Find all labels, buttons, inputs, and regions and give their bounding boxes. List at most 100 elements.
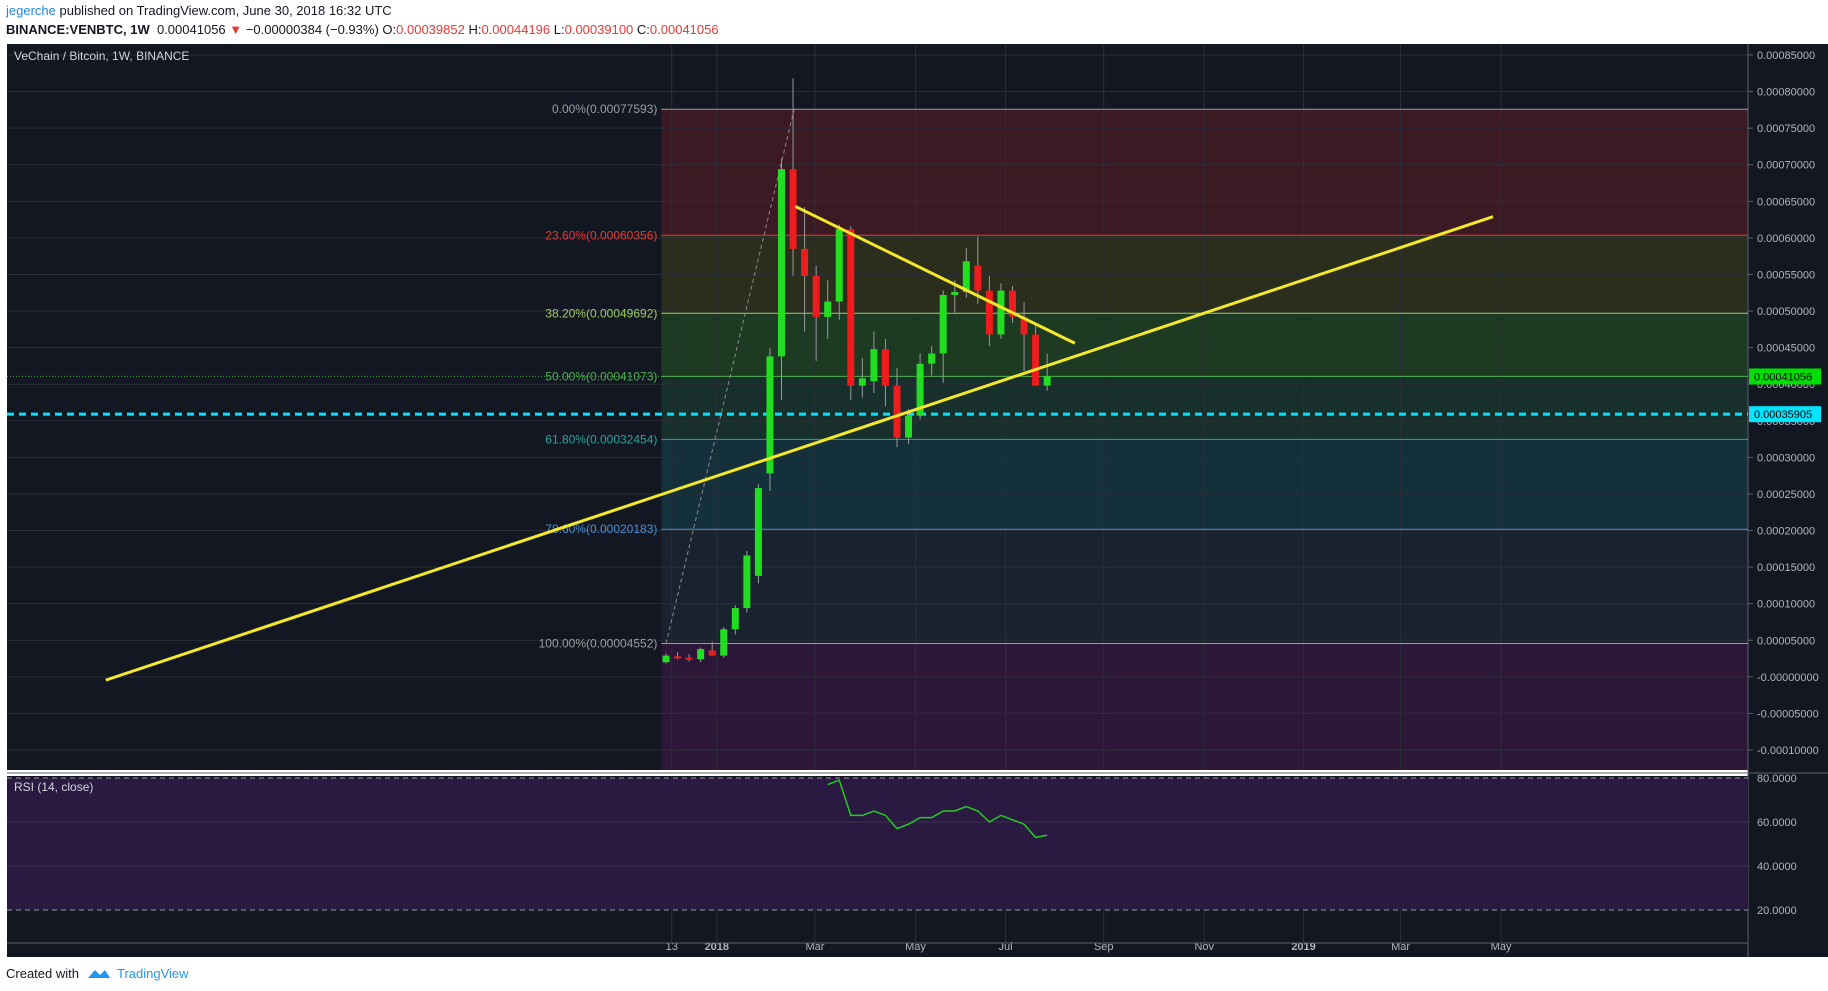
publication-header: jegerche published on TradingView.com, J… [0, 0, 1828, 44]
time-axis-area [7, 943, 1748, 957]
price-tick-label: -0.00000000 [1757, 672, 1819, 684]
close-value: 0.00041056 [649, 22, 719, 37]
candle-bull [743, 555, 751, 609]
created-with-text: Created with [6, 966, 79, 981]
down-arrow-icon: ▼ [229, 22, 243, 37]
candle-bull [824, 301, 832, 317]
low-value: 0.00039100 [564, 22, 634, 37]
price-tick-label: 0.00010000 [1757, 599, 1815, 611]
candle-bull [939, 294, 947, 354]
rsi-band [7, 778, 1748, 910]
price-tick-label: 0.00030000 [1757, 452, 1815, 464]
price-tick-label: 0.00020000 [1757, 526, 1815, 538]
candle-bull [928, 353, 936, 364]
candle-bear [674, 656, 682, 659]
change-text: −0.00000384 (−0.93%) [245, 22, 379, 37]
candle-bear [812, 275, 820, 317]
symbol-label: BINANCE:VENBTC, 1W [6, 22, 150, 37]
price-tick-label: -0.00010000 [1757, 745, 1819, 757]
candle-bear [708, 650, 716, 656]
time-tick-label: 2018 [705, 941, 729, 953]
rsi-tick-label: 40.0000 [1757, 861, 1797, 873]
candle-bull [662, 655, 670, 663]
price-tick-label: 0.00005000 [1757, 635, 1815, 647]
candle-bull [754, 488, 762, 576]
tradingview-cloud-icon [88, 970, 110, 978]
time-tick-label: May [905, 941, 926, 953]
price-tick-label: 0.00015000 [1757, 562, 1815, 574]
publication-line: jegerche published on TradingView.com, J… [6, 3, 392, 18]
price-tick-label: 0.00025000 [1757, 489, 1815, 501]
candle-bear [1020, 316, 1028, 335]
trend-line [105, 215, 1494, 682]
candle-bull [778, 169, 785, 357]
time-tick-label: Mar [1391, 941, 1410, 953]
trend-line [794, 205, 1076, 345]
price-tag-text: 0.00035905 [1754, 409, 1812, 421]
price-tick-label: 0.00075000 [1757, 123, 1815, 135]
price-axis-area [1748, 44, 1828, 957]
candle-bear [1009, 290, 1016, 317]
candle-bull [905, 415, 913, 438]
fib-level-label: 61.80%(0.00032454) [545, 432, 657, 446]
price-tick-label: 0.00060000 [1757, 233, 1815, 245]
price-tick-label: 0.00065000 [1757, 196, 1815, 208]
price-tag-text: 0.00041056 [1754, 371, 1812, 383]
time-tick-label: Jul [999, 941, 1013, 953]
candle-bull [697, 649, 705, 660]
ohlc-line: BINANCE:VENBTC, 1W 0.00041056 ▼ −0.00000… [6, 22, 719, 37]
fib-level-label: 78.60%(0.00020183) [545, 522, 657, 536]
candle-bear [685, 657, 693, 660]
fib-level-label: 38.20%(0.00049692) [545, 306, 657, 320]
price-tick-label: 0.00055000 [1757, 269, 1815, 281]
candle-bull [962, 261, 970, 293]
candle-bull [1043, 376, 1051, 386]
chart-title: VeChain / Bitcoin, 1W, BINANCE [14, 49, 189, 63]
price-tick-label: 0.00045000 [1757, 343, 1815, 355]
fib-level-label: 23.60%(0.00060356) [545, 228, 657, 242]
low-label: L: [553, 22, 565, 37]
open-value: 0.00039852 [396, 22, 465, 37]
candle-bull [916, 363, 924, 416]
candle-bull [766, 356, 774, 474]
time-tick-label: May [1491, 941, 1512, 953]
rsi-title: RSI (14, close) [14, 780, 93, 794]
last-price: 0.00041056 [156, 22, 226, 37]
price-tick-label: -0.00005000 [1757, 708, 1819, 720]
candle-bear [789, 169, 797, 249]
candle-bear [893, 385, 901, 438]
candle-bull [951, 292, 959, 295]
open-label: O: [382, 22, 397, 37]
rsi-tick-label: 20.0000 [1757, 905, 1797, 917]
rsi-tick-label: 80.0000 [1757, 773, 1797, 785]
time-tick-label: 2019 [1291, 941, 1315, 953]
time-tick-label: Nov [1194, 941, 1214, 953]
candle-bull [997, 290, 1005, 335]
candle-bear [881, 349, 889, 386]
price-tick-label: 0.00080000 [1757, 87, 1815, 99]
candle-bear [985, 290, 993, 335]
candle-bull [720, 629, 728, 656]
time-tick-label: Sep [1094, 941, 1114, 953]
rsi-tick-label: 60.0000 [1757, 817, 1797, 829]
author-link[interactable]: jegerche [6, 3, 56, 18]
candle-bear [847, 229, 855, 386]
candle-bear [974, 265, 982, 291]
fib-level-label: 0.00%(0.00077593) [552, 102, 657, 116]
footer: Created with TradingView [0, 957, 1828, 991]
price-tag [1749, 406, 1821, 423]
candle-bull [835, 229, 843, 302]
fib-level-label: 100.00%(0.00004552) [539, 637, 658, 651]
high-value: 0.00044196 [481, 22, 551, 37]
candle-bull [870, 349, 878, 382]
candle-bear [801, 248, 809, 276]
price-tick-label: 0.00085000 [1757, 50, 1815, 62]
close-label: C: [636, 22, 650, 37]
price-tick-label: 0.00070000 [1757, 160, 1815, 172]
published-text: published on TradingView.com, June 30, 2… [55, 3, 392, 18]
candle-bull [858, 378, 866, 386]
rsi-series-line [827, 779, 1048, 839]
tradingview-link[interactable]: TradingView [117, 966, 189, 981]
time-tick-label: 13 [666, 941, 678, 953]
chart-canvas[interactable]: 0.00085000 0.00080000 0.00075000 0.00070000… [0, 44, 1828, 957]
